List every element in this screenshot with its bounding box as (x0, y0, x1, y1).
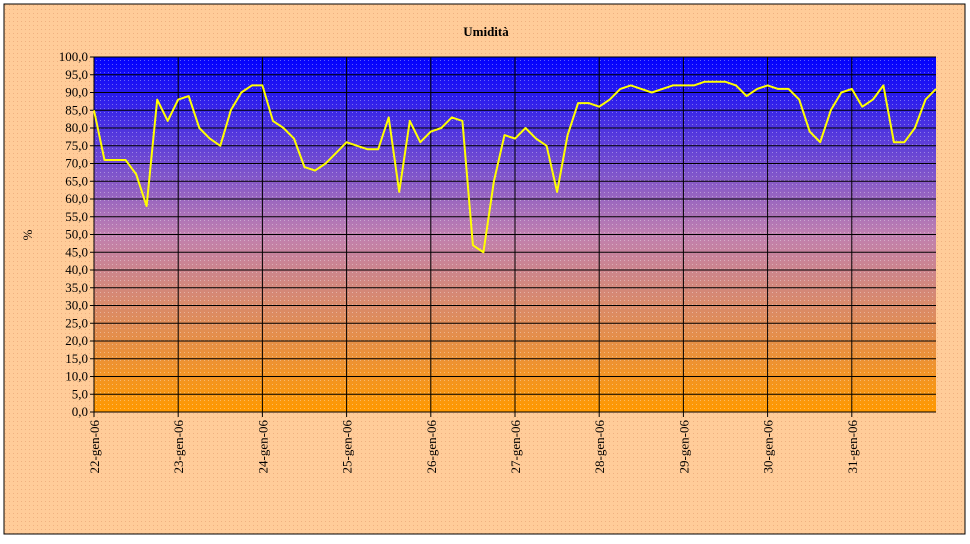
y-tick-label: 100,0 (59, 49, 88, 64)
y-tick-label: 90,0 (65, 85, 88, 100)
y-tick-label: 10,0 (65, 369, 88, 384)
y-tick-label: 30,0 (65, 298, 88, 313)
y-tick-label: 80,0 (65, 120, 88, 135)
y-tick-label: 60,0 (65, 191, 88, 206)
y-tick-label: 5,0 (72, 386, 88, 401)
y-tick-label: 65,0 (65, 173, 88, 188)
y-tick-label: 95,0 (65, 67, 88, 82)
x-tick-label: 27-gen-06 (508, 420, 523, 474)
y-tick-label: 55,0 (65, 209, 88, 224)
x-tick-label: 31-gen-06 (845, 420, 860, 474)
x-tick-label: 25-gen-06 (340, 420, 355, 474)
x-tick-label: 22-gen-06 (87, 420, 102, 474)
y-tick-label: 40,0 (65, 262, 88, 277)
y-tick-label: 75,0 (65, 138, 88, 153)
y-tick-label: 25,0 (65, 315, 88, 330)
y-tick-label: 35,0 (65, 280, 88, 295)
x-tick-label: 30-gen-06 (761, 420, 776, 474)
chart-title: Umidità (463, 24, 509, 39)
y-tick-label: 0,0 (72, 404, 88, 419)
y-tick-label: 15,0 (65, 351, 88, 366)
x-tick-label: 29-gen-06 (676, 420, 691, 474)
x-tick-label: 28-gen-06 (592, 420, 607, 474)
y-tick-label: 85,0 (65, 102, 88, 117)
x-tick-label: 26-gen-06 (424, 420, 439, 474)
y-tick-label: 45,0 (65, 244, 88, 259)
y-tick-label: 70,0 (65, 156, 88, 171)
y-tick-label: 20,0 (65, 333, 88, 348)
y-axis-label: % (20, 229, 35, 240)
x-tick-label: 23-gen-06 (171, 420, 186, 474)
x-tick-label: 24-gen-06 (255, 420, 270, 474)
data-line (93, 80, 937, 254)
y-tick-label: 50,0 (65, 227, 88, 242)
